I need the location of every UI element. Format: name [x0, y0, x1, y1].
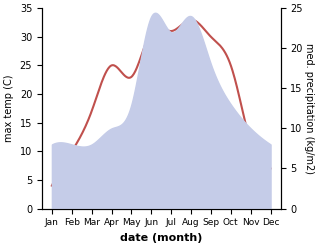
Y-axis label: max temp (C): max temp (C): [4, 75, 14, 142]
Y-axis label: med. precipitation (kg/m2): med. precipitation (kg/m2): [304, 43, 314, 174]
X-axis label: date (month): date (month): [120, 233, 203, 243]
